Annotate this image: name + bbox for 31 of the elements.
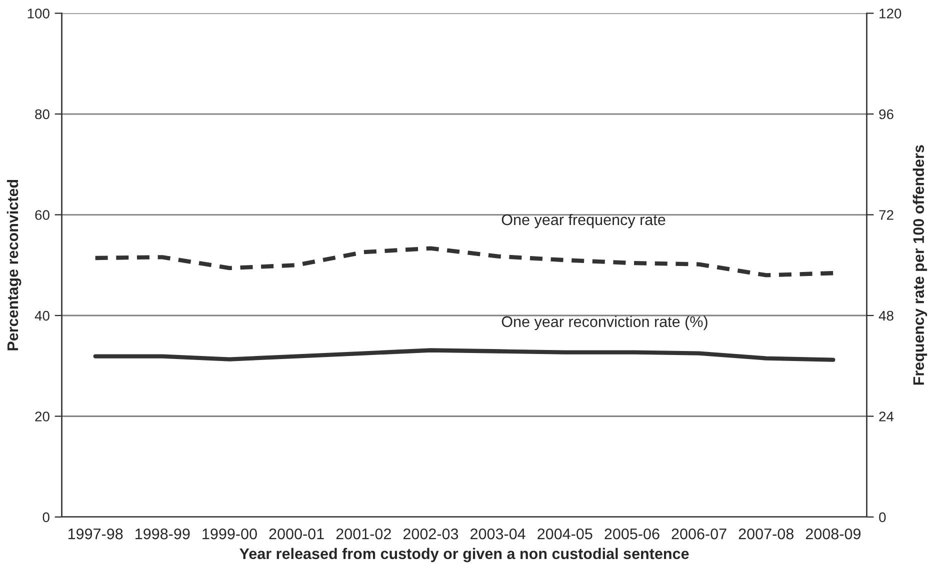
x-tick-label: 2001-02 bbox=[336, 528, 391, 540]
x-tick-label: 2000-01 bbox=[269, 528, 324, 540]
x-tick-label: 2004-05 bbox=[538, 528, 592, 540]
line-series bbox=[93, 348, 836, 362]
y2-tick-label: 0 bbox=[879, 512, 886, 522]
x-tick-label: 2003-04 bbox=[470, 528, 526, 540]
y-axis-title: Percentage reconvicted bbox=[6, 180, 22, 350]
x-tick-label: 1999-00 bbox=[202, 528, 257, 540]
y-tick-label: 100 bbox=[28, 8, 50, 18]
y2-tick-label: 48 bbox=[878, 310, 894, 321]
y2-tick-label: 24 bbox=[879, 412, 894, 422]
x-tick-label: 2006-07 bbox=[672, 528, 726, 540]
y-tick-label: 0 bbox=[42, 512, 50, 522]
y-tick-label: 20 bbox=[35, 412, 50, 422]
y2-tick-label: 72 bbox=[879, 210, 894, 220]
y-tick-label: 40 bbox=[34, 310, 50, 321]
x-tick-label: 2002-03 bbox=[403, 528, 458, 540]
y-tick-label: 80 bbox=[35, 109, 50, 120]
x-axis-title: Year released from custody or given a non custodial sentence bbox=[240, 548, 689, 562]
x-tick-label: 2005-06 bbox=[604, 528, 660, 540]
series-label: One year frequency rate bbox=[502, 214, 666, 228]
x-tick-label: 2008-09 bbox=[806, 528, 861, 540]
y-tick-label: 60 bbox=[35, 210, 50, 220]
x-tick-label: 1998-99 bbox=[136, 528, 190, 540]
y2-axis-title: Frequency rate per 100 offenders bbox=[912, 145, 928, 385]
y2-tick-label: 96 bbox=[879, 109, 894, 120]
x-tick-label: 2007-08 bbox=[738, 528, 794, 540]
series-label: One year reconviction rate (%) bbox=[502, 316, 708, 330]
x-tick-label: 1997-98 bbox=[68, 528, 123, 540]
line-series bbox=[93, 246, 836, 278]
y2-tick-label: 120 bbox=[880, 8, 902, 18]
